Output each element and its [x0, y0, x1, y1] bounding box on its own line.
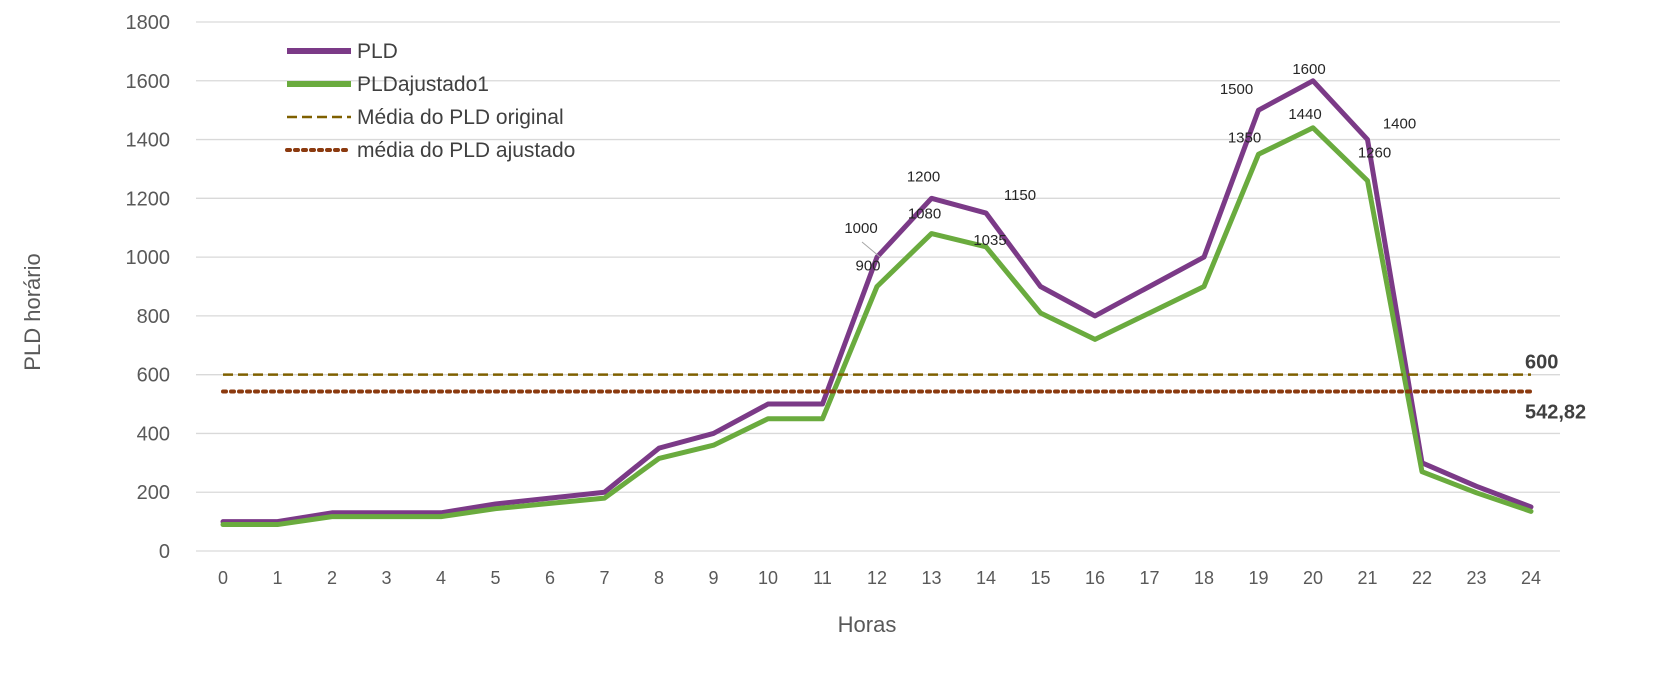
legend: PLD PLDajustado1 Média do PLD original médi… [285, 40, 575, 162]
x-tick-label-23: 23 [1466, 568, 1486, 588]
y-tick-label-600: 600 [137, 365, 170, 387]
data-label-s1-x13: 1080 [908, 206, 941, 223]
data-label-s1-x20: 1440 [1288, 106, 1321, 123]
series-line-1 [220, 125, 1534, 528]
x-tick-label-16: 16 [1085, 568, 1105, 588]
data-label-s0-x13: 1200 [907, 168, 940, 185]
data-label-s1-x19: 1350 [1228, 129, 1261, 146]
x-tick-label-12: 12 [867, 568, 887, 588]
legend-label-1: PLDajustado1 [357, 73, 489, 96]
x-tick-label-15: 15 [1030, 568, 1050, 588]
y-tick-label-400: 400 [137, 423, 170, 445]
data-label-s1-x12: 900 [855, 258, 880, 275]
x-tick-label-8: 8 [654, 568, 664, 588]
y-tick-label-0: 0 [159, 541, 170, 563]
data-label-leader [861, 241, 881, 258]
x-tick-label-0: 0 [218, 568, 228, 588]
x-tick-label-11: 11 [813, 568, 832, 588]
y-tick-label-800: 800 [137, 306, 170, 328]
x-tick-label-21: 21 [1357, 568, 1377, 588]
data-label-s0-x20: 1600 [1292, 61, 1325, 78]
data-label-s0-x14: 1150 [1004, 187, 1036, 204]
x-tick-label-6: 6 [545, 568, 555, 588]
x-tick-labels: 0 1 2 3 4 5 6 7 8 9 10 11 12 13 14 15 16 17 18 19 20 21 22 23 24 [218, 568, 1541, 588]
y-tick-label-1000: 1000 [126, 247, 171, 269]
x-tick-label-14: 14 [976, 568, 996, 588]
y-tick-label-1200: 1200 [126, 188, 171, 210]
x-tick-label-18: 18 [1194, 568, 1214, 588]
x-tick-label-20: 20 [1303, 568, 1323, 588]
y-axis-title: PLD horário [20, 253, 45, 370]
data-label-s0-x21: 1400 [1383, 116, 1416, 133]
y-tick-label-1400: 1400 [126, 130, 171, 152]
x-tick-label-13: 13 [921, 568, 941, 588]
y-tick-label-1800: 1800 [126, 12, 171, 34]
x-tick-label-24: 24 [1521, 568, 1541, 588]
x-tick-label-5: 5 [490, 568, 500, 588]
series-group [220, 78, 1534, 528]
x-tick-label-10: 10 [758, 568, 778, 588]
data-labels: 600 542,82 1000 1200 1150 1500 1600 1400 900 1080… [844, 61, 1586, 424]
legend-label-0: PLD [357, 40, 398, 63]
data-label-s0-x12: 1000 [844, 220, 877, 237]
y-tick-label-200: 200 [137, 482, 170, 504]
x-tick-label-9: 9 [708, 568, 718, 588]
data-label-s1-x21: 1260 [1358, 145, 1391, 162]
x-tick-label-22: 22 [1412, 568, 1432, 588]
x-tick-label-4: 4 [436, 568, 446, 588]
x-axis-title: Horas [838, 612, 897, 637]
reference-label-3: 542,82 [1525, 401, 1586, 423]
x-tick-label-19: 19 [1248, 568, 1268, 588]
x-tick-label-2: 2 [327, 568, 337, 588]
data-label-s1-x14: 1035 [973, 232, 1006, 249]
legend-label-2: Média do PLD original [357, 106, 564, 129]
y-tick-labels: 0 200 400 600 800 1000 1200 1400 1600 1800 [126, 12, 171, 563]
y-tick-label-1600: 1600 [126, 71, 171, 93]
series-line-0 [220, 78, 1534, 525]
data-label-s0-x19: 1500 [1220, 81, 1253, 98]
legend-label-3: média do PLD ajustado [357, 139, 575, 162]
x-tick-label-17: 17 [1139, 568, 1159, 588]
reference-label-2: 600 [1525, 352, 1558, 374]
x-tick-label-7: 7 [599, 568, 609, 588]
x-tick-label-1: 1 [272, 568, 282, 588]
x-tick-label-3: 3 [381, 568, 391, 588]
